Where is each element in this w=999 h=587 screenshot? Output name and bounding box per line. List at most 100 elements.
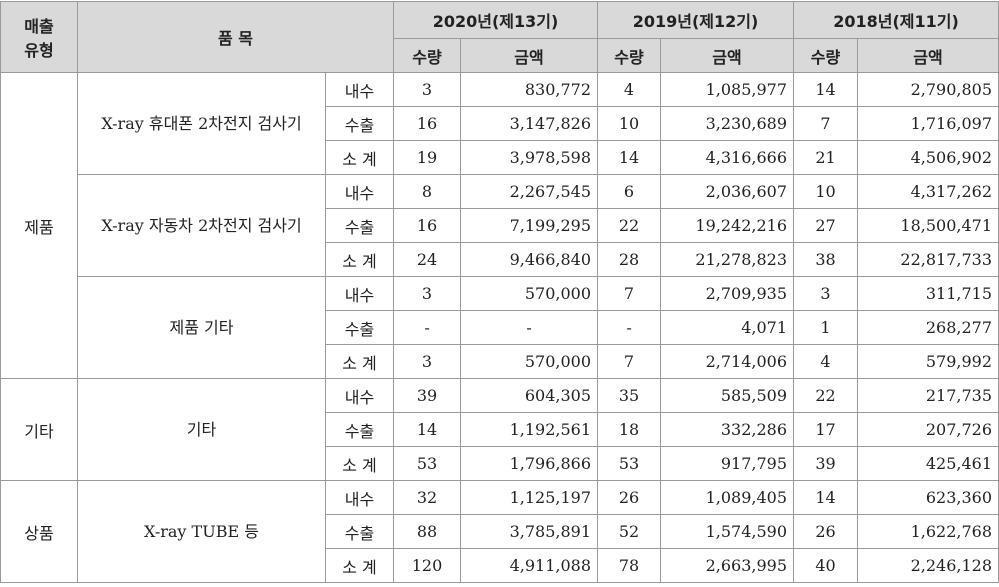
qty-cell: 53 [393, 446, 462, 481]
amount-cell: 3,147,826 [460, 106, 599, 141]
row-kind: 수출 [324, 310, 395, 345]
qty-cell: 6 [597, 174, 662, 209]
qty-cell: 8 [393, 174, 462, 209]
item-name: 기타 [77, 378, 326, 481]
amount-cell: 2,663,995 [660, 548, 795, 583]
table-row: 수출 14 1,192,561 18 332,286 17 207,726 [1, 412, 999, 447]
item-header: 품 목 [76, 1, 395, 73]
qty-cell: 26 [597, 480, 662, 515]
amount-cell: 9,466,840 [460, 242, 599, 277]
row-kind: 수출 [324, 514, 395, 549]
amount-cell: 311,715 [857, 276, 999, 311]
row-kind: 수출 [324, 106, 395, 141]
amount-cell: 1,622,768 [857, 514, 999, 549]
qty-cell: 18 [597, 412, 662, 447]
amount-cell: 2,714,006 [660, 344, 795, 379]
amount-cell: 570,000 [460, 344, 599, 379]
qty-cell: 14 [793, 480, 859, 515]
table-row: 기타 기타 내수 39 604,305 35 585,509 22 217,735 [0, 378, 999, 481]
qty-cell: 22 [793, 378, 859, 413]
item-name: X-ray 자동차 2차전지 검사기 [77, 174, 326, 277]
qty-cell: - [597, 310, 662, 345]
amount-cell: 4,316,666 [660, 140, 795, 175]
amount-cell: 1,574,590 [660, 514, 795, 549]
qty-cell: 27 [793, 208, 859, 243]
qty-cell: 17 [793, 412, 859, 447]
qty-header: 수량 [793, 38, 859, 73]
table-row: 수출 88 3,785,891 52 1,574,590 26 1,622,768 [1, 514, 999, 549]
qty-cell: 3 [793, 276, 859, 311]
amount-cell: 1,716,097 [857, 106, 999, 141]
table-row: 소 계 53 1,796,866 53 917,795 39 425,461 [1, 446, 999, 481]
header-line: 매출 [24, 17, 54, 36]
table-row: 수출 16 3,147,826 10 3,230,689 7 1,716,097 [1, 106, 999, 141]
amount-cell: 2,709,935 [660, 276, 795, 311]
qty-cell: 7 [793, 106, 859, 141]
qty-cell: 35 [597, 378, 662, 413]
amount-cell: 1,796,866 [460, 446, 599, 481]
amount-cell: 1,125,197 [460, 480, 599, 515]
year-header: 2018년(제11기) [793, 1, 999, 39]
amount-cell: 604,305 [460, 378, 599, 413]
qty-cell: 26 [793, 514, 859, 549]
qty-cell: 3 [393, 276, 462, 311]
sales-type: 상품 [0, 480, 78, 583]
amount-cell: 830,772 [460, 72, 599, 107]
qty-cell: 52 [597, 514, 662, 549]
table-row: 소 계 19 3,978,598 14 4,316,666 21 4,506,902 [1, 140, 999, 175]
qty-cell: 39 [793, 446, 859, 481]
qty-cell: 53 [597, 446, 662, 481]
row-kind: 소 계 [324, 242, 395, 277]
amount-cell: 3,978,598 [460, 140, 599, 175]
amount-cell: 217,735 [857, 378, 999, 413]
row-kind: 소 계 [324, 446, 395, 481]
amount-cell: 268,277 [857, 310, 999, 345]
table-row: X-ray 자동차 2차전지 검사기 내수 8 2,267,545 6 2,036,607… [1, 174, 999, 277]
qty-cell: 4 [793, 344, 859, 379]
sales-type: 제품 [0, 72, 78, 379]
amount-cell: 4,506,902 [857, 140, 999, 175]
table-row: 제품 기타 내수 3 570,000 7 2,709,935 3 311,715 [1, 276, 999, 379]
amount-cell: 207,726 [857, 412, 999, 447]
qty-cell: 14 [393, 412, 462, 447]
year-header: 2020년(제13기) [393, 1, 599, 39]
qty-cell: 120 [393, 548, 462, 583]
item-name: 제품 기타 [77, 276, 326, 379]
amount-cell: 425,461 [857, 446, 999, 481]
qty-cell: 28 [597, 242, 662, 277]
qty-cell: 21 [793, 140, 859, 175]
row-kind: 내수 [324, 276, 395, 311]
qty-cell: 39 [393, 378, 462, 413]
sales-type: 기타 [0, 378, 78, 481]
qty-cell: 7 [597, 344, 662, 379]
sales-type-header: 매출 유형 [0, 1, 78, 73]
qty-cell: 16 [393, 106, 462, 141]
qty-header: 수량 [597, 38, 662, 73]
table-body: 제품 X-ray 휴대폰 2차전지 검사기 내수 3 830,772 4 1,085,977… [0, 72, 999, 583]
amount-cell: 18,500,471 [857, 208, 999, 243]
row-kind: 소 계 [324, 140, 395, 175]
table-row: 제품 X-ray 휴대폰 2차전지 검사기 내수 3 830,772 4 1,085,977… [0, 72, 999, 379]
qty-cell: 7 [597, 276, 662, 311]
amount-cell: 2,790,805 [857, 72, 999, 107]
row-kind: 수출 [324, 208, 395, 243]
item-name: X-ray 휴대폰 2차전지 검사기 [77, 72, 326, 175]
qty-cell: 4 [597, 72, 662, 107]
qty-cell: 22 [597, 208, 662, 243]
qty-cell: 14 [597, 140, 662, 175]
amount-cell: 7,199,295 [460, 208, 599, 243]
qty-cell: 24 [393, 242, 462, 277]
amount-cell: 579,992 [857, 344, 999, 379]
qty-cell: 32 [393, 480, 462, 515]
qty-cell: 40 [793, 548, 859, 583]
amount-cell: 1,085,977 [660, 72, 795, 107]
qty-cell: - [393, 310, 462, 345]
qty-cell: 3 [393, 72, 462, 107]
amount-cell: 4,911,088 [460, 548, 599, 583]
qty-cell: 19 [393, 140, 462, 175]
amount-cell: 3,230,689 [660, 106, 795, 141]
amount-cell: - [460, 310, 599, 345]
amount-cell: 4,071 [660, 310, 795, 345]
amount-cell: 917,795 [660, 446, 795, 481]
